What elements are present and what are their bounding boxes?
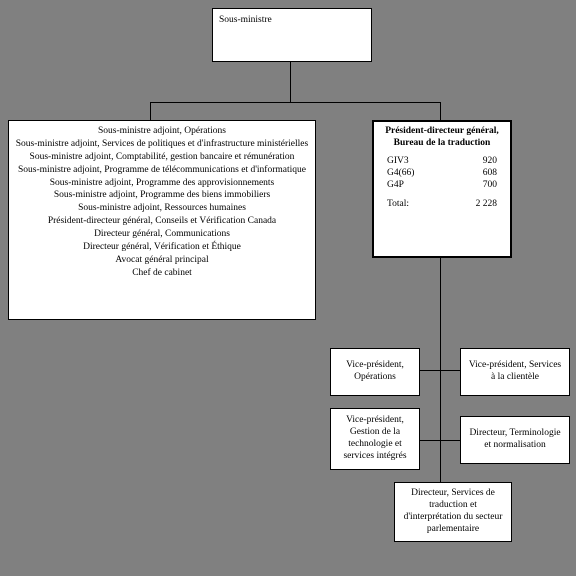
title-line: Sous-ministre adjoint, Programme des app… [15,178,309,190]
title-line: Sous-ministre adjoint, Programme des bie… [15,190,309,202]
title-line: Sous-ministre adjoint, Comptabilité, ges… [15,152,309,164]
node-dir-terminology: Directeur, Terminologie et normalisation [460,416,570,464]
total-val: 2 228 [476,199,497,211]
node-vp-operations: Vice-président, Opérations [330,348,420,396]
connector [150,102,151,120]
val: 920 [483,156,497,168]
title-line: Sous-ministre adjoint, Ressources humain… [15,203,309,215]
node-left-titles: Sous-ministre adjoint, Opérations Sous-m… [8,120,316,320]
title-line: Sous-ministre adjoint, Opérations [15,126,309,138]
right-title: Président-directeur général, [380,126,504,138]
title-line: Directeur général, Communications [15,229,309,241]
title-line: Sous-ministre adjoint, Services de polit… [15,139,309,151]
node-vp-clientele: Vice-président, Services à la clientèle [460,348,570,396]
label: Vice-président, Opérations [337,360,413,384]
val: 608 [483,168,497,180]
title-line: Chef de cabinet [15,268,309,280]
title-line: Directeur général, Vérification et Éthiq… [15,242,309,254]
title-line: Sous-ministre adjoint, Programme de télé… [15,165,309,177]
code: GIV3 [387,156,409,168]
title-line: Avocat général principal [15,255,309,267]
node-vp-tech: Vice-président, Gestion de la technologi… [330,408,420,470]
node-root: Sous-ministre [212,8,372,62]
right-subtitle: Bureau de la traduction [380,138,504,150]
right-table: GIV3 920 G4(66) 608 G4P 700 Total: 2 228 [387,156,497,212]
root-label: Sous-ministre [219,15,272,25]
label: Vice-président, Services à la clientèle [467,360,563,384]
title-line: Président-directeur général, Conseils et… [15,216,309,228]
code: G4(66) [387,168,414,180]
total-label: Total: [387,199,409,211]
connector [440,102,441,120]
node-right-main: Président-directeur général, Bureau de l… [372,120,512,258]
label: Directeur, Terminologie et normalisation [467,428,563,452]
connector [150,102,440,103]
connector [440,258,441,490]
label: Vice-président, Gestion de la technologi… [337,415,413,463]
code: G4P [387,180,404,192]
connector [290,62,291,102]
node-dir-parliament: Directeur, Services de traduction et d'i… [394,482,512,542]
label: Directeur, Services de traduction et d'i… [401,488,505,536]
val: 700 [483,180,497,192]
